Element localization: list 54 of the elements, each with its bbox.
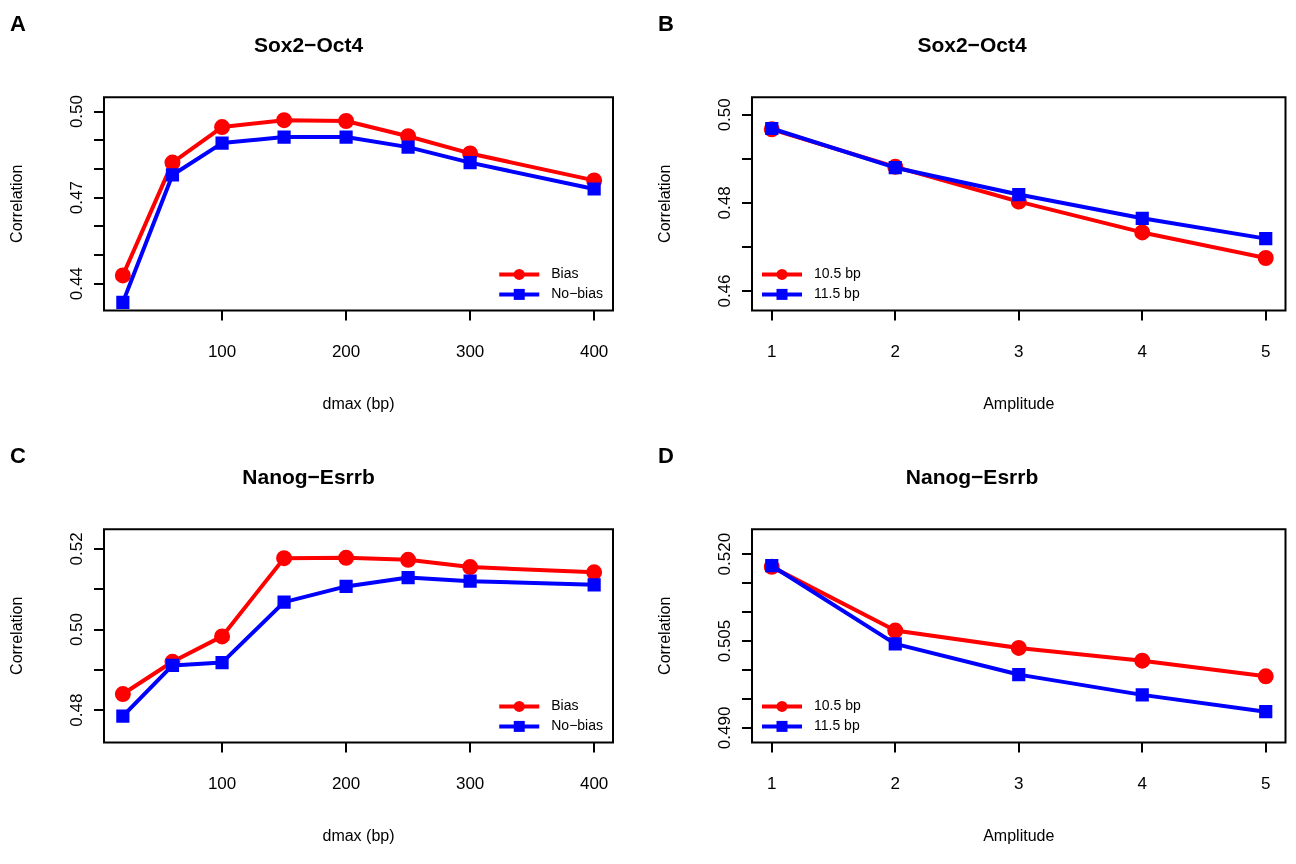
y-axis-title: Correlation — [8, 596, 26, 675]
x-tick-label: 300 — [455, 342, 485, 362]
y-axis-title: Correlation — [656, 164, 674, 243]
y-axis-title: Correlation — [8, 164, 26, 243]
x-tick-label: 400 — [579, 774, 609, 794]
x-tick-label: 1 — [767, 342, 777, 362]
x-tick-label: 200 — [331, 342, 361, 362]
x-axis-title: Amplitude — [983, 826, 1055, 844]
text: D — [658, 443, 674, 469]
x-axis-title: dmax (bp) — [322, 394, 395, 412]
legend-label: 11.5 bp — [814, 717, 860, 734]
y-tick-label: 0.44 — [66, 267, 86, 301]
legend-label: No−bias — [551, 717, 604, 734]
x-tick-label: 2 — [890, 774, 900, 794]
y-tick-label: 0.50 — [714, 98, 734, 132]
legend-label: 11.5 bp — [814, 285, 860, 302]
x-tick-label: 200 — [331, 774, 361, 794]
legend-label: Bias — [551, 697, 579, 714]
y-tick-label: 0.50 — [66, 95, 86, 129]
y-tick-label: 0.52 — [66, 532, 86, 566]
text: B — [658, 11, 674, 37]
y-tick-label: 0.505 — [714, 619, 734, 663]
legend-label: Bias — [551, 265, 579, 282]
y-tick-label: 0.48 — [66, 693, 86, 727]
x-tick-label: 4 — [1137, 342, 1147, 362]
x-tick-label: 2 — [890, 342, 900, 362]
y-tick-label: 0.50 — [66, 613, 86, 647]
legend-label: 10.5 bp — [814, 265, 861, 282]
x-tick-label: 100 — [207, 342, 237, 362]
x-tick-label: 5 — [1261, 774, 1271, 794]
x-tick-label: 400 — [579, 342, 609, 362]
x-tick-label: 5 — [1261, 342, 1271, 362]
x-tick-label: 100 — [207, 774, 237, 794]
x-tick-label: 3 — [1014, 342, 1024, 362]
text: A — [10, 11, 26, 37]
chart-title: Sox2−Oct4 — [253, 33, 364, 57]
legend-label: No−bias — [551, 285, 604, 302]
x-tick-label: 1 — [767, 774, 777, 794]
y-tick-label: 0.490 — [714, 706, 734, 750]
x-axis-title: Amplitude — [983, 394, 1055, 412]
y-tick-label: 0.48 — [714, 186, 734, 220]
x-tick-label: 300 — [455, 774, 485, 794]
legend-label: 10.5 bp — [814, 697, 861, 714]
chart-title: Nanog−Esrrb — [905, 465, 1039, 489]
text: C — [10, 443, 26, 469]
x-axis-title: dmax (bp) — [322, 826, 395, 844]
x-tick-label: 3 — [1014, 774, 1024, 794]
chart-title: Sox2−Oct4 — [917, 33, 1027, 57]
y-tick-label: 0.46 — [714, 274, 734, 308]
x-tick-label: 4 — [1137, 774, 1147, 794]
y-axis-title: Correlation — [656, 596, 674, 675]
y-tick-label: 0.520 — [714, 532, 734, 576]
chart-title: Nanog−Esrrb — [242, 465, 375, 489]
y-tick-label: 0.47 — [66, 181, 86, 215]
